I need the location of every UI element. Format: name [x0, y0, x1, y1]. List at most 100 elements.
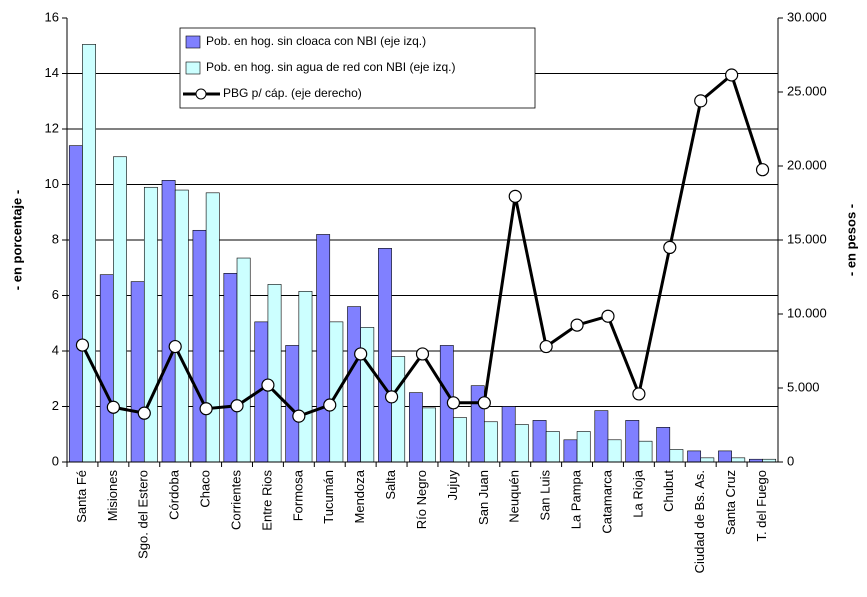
bar — [236, 257, 251, 463]
bar — [223, 272, 238, 463]
legend — [179, 27, 536, 109]
x-tick-label: Santa Cruz — [723, 470, 738, 535]
y-tick-label: 12 — [45, 120, 59, 135]
bar — [700, 457, 715, 463]
marker — [106, 400, 120, 414]
x-tick-label: Salta — [383, 469, 398, 499]
y-tick-label: 4 — [52, 342, 59, 357]
y-tick-label: 10 — [45, 176, 59, 191]
marker — [292, 409, 306, 423]
bar — [360, 327, 375, 463]
bar — [453, 417, 467, 463]
bar — [514, 424, 529, 463]
bar — [130, 281, 145, 463]
x-tick-label: San Luis — [538, 470, 553, 521]
marker — [415, 347, 430, 361]
bar — [378, 248, 392, 463]
bar — [68, 145, 83, 463]
marker — [354, 347, 368, 361]
x-tick-label: La Rioja — [630, 469, 645, 517]
y2-tick-label: 10.000 — [787, 305, 827, 320]
bar — [545, 431, 560, 463]
bar — [532, 420, 547, 463]
x-tick-label: T. del Fuego — [754, 470, 769, 542]
marker — [199, 402, 213, 416]
bar — [82, 44, 96, 463]
x-tick-label: Misiones — [105, 470, 120, 522]
x-tick-label: Catamarca — [599, 469, 614, 533]
marker — [230, 399, 244, 413]
x-tick-label: Santa Fé — [74, 470, 89, 523]
bar — [563, 439, 578, 463]
y-tick-label: 16 — [45, 9, 59, 24]
bar — [113, 156, 127, 463]
x-tick-label: Corrientes — [228, 470, 243, 530]
bar — [731, 457, 746, 463]
x-tick-label: Ciudad de Bs. As. — [692, 470, 707, 573]
bar — [391, 356, 406, 463]
bar — [174, 189, 189, 463]
marker — [323, 398, 337, 412]
marker — [663, 240, 677, 254]
marker — [168, 339, 182, 354]
marker — [694, 94, 708, 108]
marker — [539, 339, 553, 354]
marker — [725, 68, 739, 82]
legend-swatch — [185, 35, 201, 49]
bar — [718, 450, 732, 463]
x-tick-label: Tucumán — [321, 470, 336, 524]
bar — [625, 420, 640, 463]
legend-swatch — [185, 61, 201, 75]
x-tick-label: La Pampa — [569, 469, 584, 529]
y-tick-label: 2 — [52, 398, 59, 413]
marker — [477, 396, 491, 410]
y-tick-label: 8 — [52, 231, 59, 246]
marker — [632, 387, 646, 401]
marker — [384, 390, 399, 404]
marker — [137, 406, 151, 420]
bar — [484, 421, 498, 463]
bar — [99, 274, 114, 463]
y-tick-label: 6 — [52, 287, 59, 302]
y-tick-label: 0 — [52, 453, 59, 468]
y2-tick-label: 0 — [787, 453, 794, 468]
y-tick-label: 14 — [45, 65, 59, 80]
marker — [601, 309, 615, 323]
bar — [347, 306, 361, 463]
legend-label: Pob. en hog. sin agua de red con NBI (ej… — [206, 60, 456, 74]
bar — [656, 427, 671, 463]
y2-tick-label: 25.000 — [787, 83, 827, 98]
legend-label: PBG p/ cáp. (eje derecho) — [223, 86, 362, 100]
x-tick-label: Río Negro — [414, 470, 429, 529]
legend-label: Pob. en hog. sin cloaca con NBI (eje izq… — [206, 34, 426, 48]
bar — [638, 440, 653, 463]
bar — [316, 234, 331, 463]
marker — [508, 189, 522, 203]
x-tick-label: Chubut — [661, 470, 676, 512]
x-tick-label: Formosa — [290, 469, 305, 521]
x-tick-label: San Juan — [476, 470, 491, 525]
legend-marker — [195, 88, 207, 100]
bar — [205, 192, 220, 463]
y2-tick-label: 30.000 — [787, 9, 827, 24]
bar — [161, 180, 176, 463]
bar — [298, 291, 313, 463]
x-tick-label: Mendoza — [352, 469, 367, 523]
bar — [501, 406, 516, 463]
marker — [570, 318, 584, 332]
y2-tick-label: 15.000 — [787, 231, 827, 246]
bar — [143, 186, 158, 463]
bar — [687, 450, 702, 463]
x-tick-label: Chaco — [198, 470, 213, 508]
bar — [607, 439, 622, 463]
y2-tick-label: 5.000 — [787, 379, 820, 394]
x-tick-label: Jujuy — [445, 470, 460, 501]
marker — [755, 163, 770, 177]
x-tick-label: Córdoba — [167, 469, 182, 520]
y2-tick-label: 20.000 — [787, 157, 827, 172]
bar — [408, 392, 423, 463]
y-axis-label: - en porcentaje - — [9, 190, 24, 290]
y2-axis-label: - en pesos - — [843, 204, 858, 276]
x-tick-label: Entre Rios — [259, 470, 274, 531]
